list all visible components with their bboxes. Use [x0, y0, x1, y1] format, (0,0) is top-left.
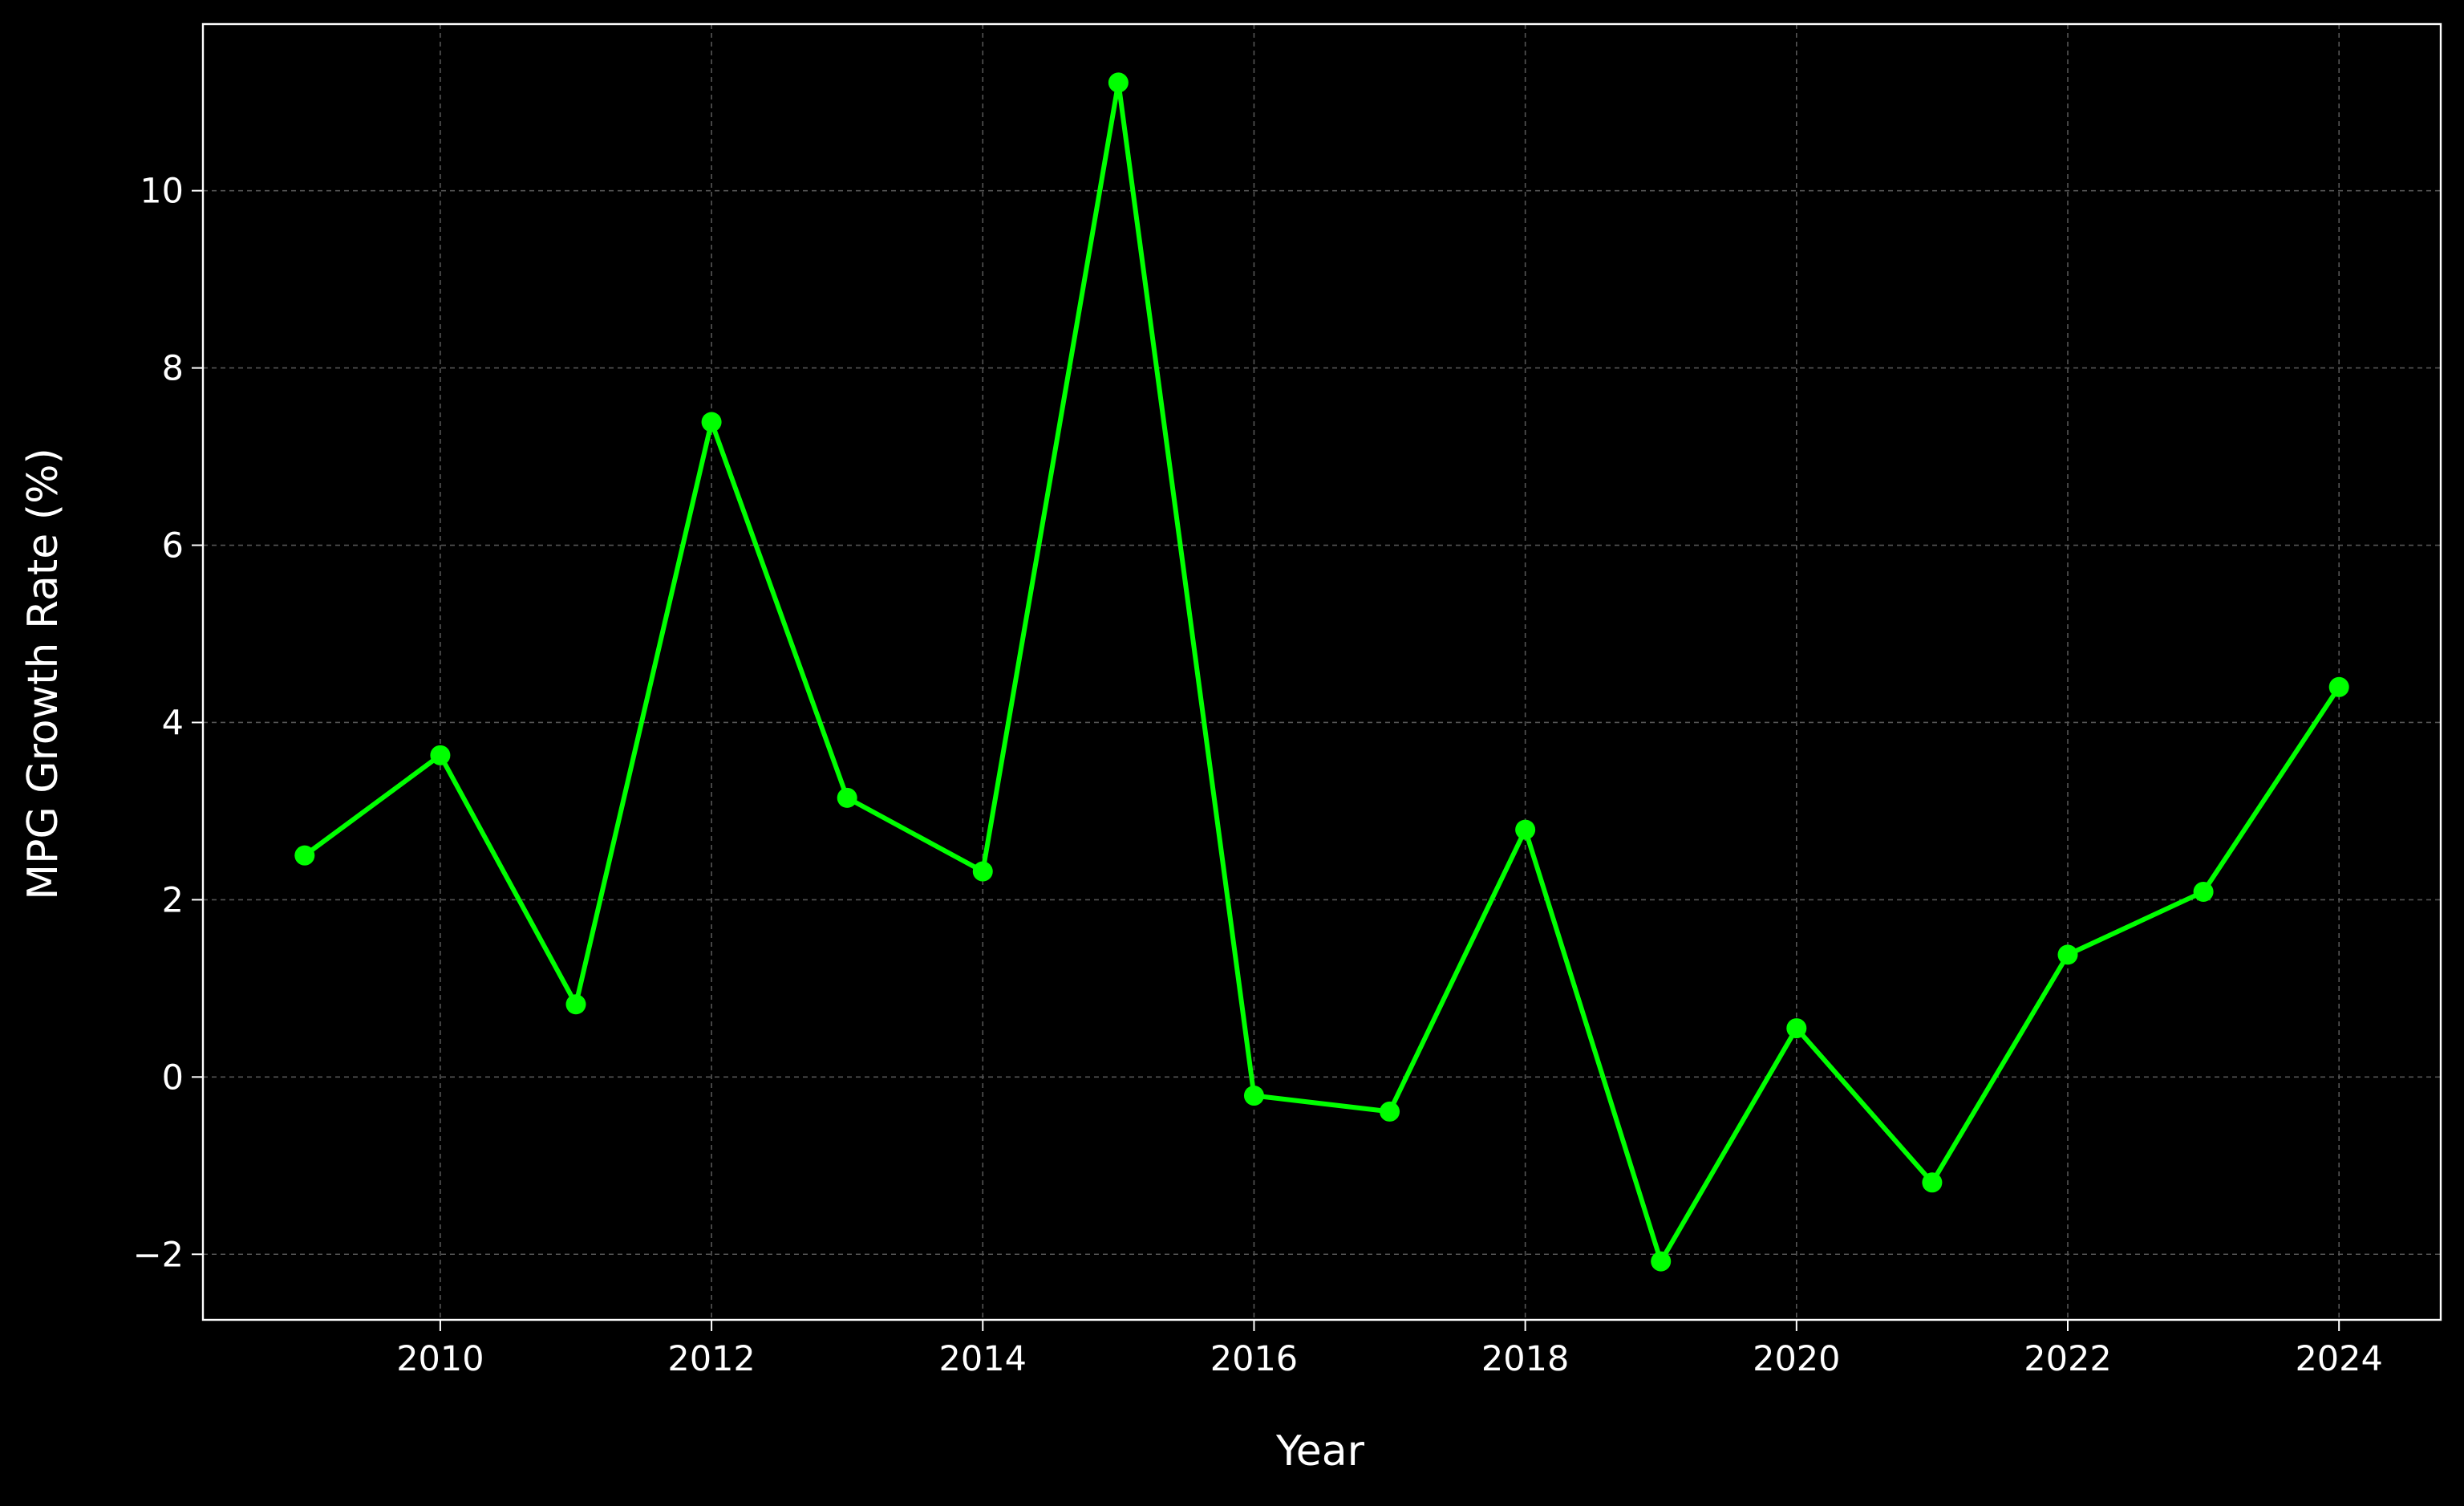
tick-labels: 2010 2012 2014 2016 2018 2020 2022 2024 −2 0 2 4 6 8 1…	[133, 172, 2383, 1379]
data-point	[972, 861, 993, 882]
plot-frame	[201, 22, 2442, 1321]
data-point	[1380, 1101, 1400, 1122]
data-point	[1243, 1086, 1264, 1106]
data-point	[2328, 676, 2349, 697]
x-tick-label: 2016	[1210, 1339, 1298, 1379]
data-point	[430, 745, 451, 765]
data-point	[1515, 819, 1536, 840]
y-tick-label: −2	[133, 1235, 184, 1275]
x-tick-label: 2018	[1481, 1339, 1569, 1379]
x-tick-label: 2010	[396, 1339, 484, 1379]
y-tick-label: 10	[140, 172, 184, 212]
y-axis-label: MPG Growth Rate (%)	[19, 448, 67, 900]
x-tick-label: 2024	[2295, 1339, 2382, 1379]
y-tick-label: 6	[162, 526, 184, 566]
y-tick-label: 4	[162, 703, 184, 743]
data-point	[2057, 944, 2078, 965]
data-point	[701, 412, 722, 432]
x-axis-label: Year	[1275, 1427, 1365, 1476]
x-tick-label: 2020	[1753, 1339, 1840, 1379]
data-series	[294, 72, 2349, 1272]
grid-lines	[203, 24, 2441, 1320]
y-tick-label: 2	[162, 880, 184, 920]
y-tick-label: 8	[162, 349, 184, 389]
y-tick-label: 0	[162, 1057, 184, 1098]
data-point	[1786, 1018, 1807, 1039]
data-point	[837, 787, 857, 808]
x-tick-label: 2012	[667, 1339, 755, 1379]
data-point	[565, 994, 586, 1015]
data-point	[1922, 1172, 1943, 1193]
axes	[192, 22, 2442, 1331]
x-tick-label: 2022	[2024, 1339, 2111, 1379]
data-point	[294, 845, 315, 866]
series-line	[303, 79, 2341, 1264]
data-point	[2193, 881, 2214, 902]
data-point	[1108, 72, 1129, 93]
x-tick-label: 2014	[939, 1339, 1027, 1379]
data-point	[1651, 1251, 1672, 1272]
